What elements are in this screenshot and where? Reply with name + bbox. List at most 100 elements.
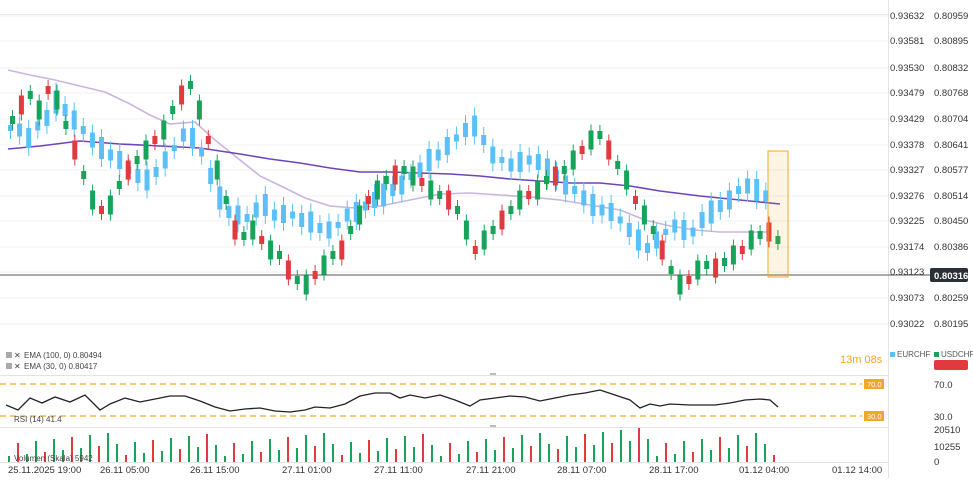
usdchf-candle bbox=[775, 236, 781, 244]
usdchf-candle bbox=[10, 116, 15, 124]
volume-bar bbox=[17, 443, 19, 462]
volume-bar bbox=[44, 452, 46, 462]
usdchf-candle bbox=[321, 255, 327, 275]
left-price-label: 0.93530 bbox=[890, 63, 924, 74]
usdchf-candle bbox=[757, 231, 763, 239]
usdchf-candle bbox=[686, 276, 692, 284]
volume-bar bbox=[629, 441, 631, 462]
eurchf-candle bbox=[654, 231, 660, 249]
eurchf-candle bbox=[417, 162, 423, 178]
ema100-settings-icon[interactable] bbox=[6, 352, 12, 358]
eurchf-candle bbox=[535, 154, 541, 170]
volume-bar bbox=[224, 456, 226, 462]
eurchf-candle bbox=[326, 221, 332, 239]
left-price-label: 0.93225 bbox=[890, 216, 924, 227]
volume-bar bbox=[197, 447, 199, 462]
eurchf-candle bbox=[35, 121, 41, 131]
eurchf-candle bbox=[499, 157, 505, 163]
volume-bar bbox=[161, 451, 163, 462]
close-icon[interactable]: ✕ bbox=[14, 351, 21, 360]
eurchf-candle bbox=[262, 194, 268, 216]
price-gridlines bbox=[0, 15, 888, 325]
svg-text:0: 0 bbox=[934, 457, 939, 468]
right-price-label: 0.80450 bbox=[934, 216, 968, 227]
usdchf-candle bbox=[641, 205, 647, 225]
right-price-label: 0.80514 bbox=[934, 191, 968, 202]
eurchf-candle bbox=[736, 186, 741, 194]
eurchf-candle bbox=[335, 222, 341, 228]
volume-bar bbox=[584, 434, 586, 462]
volume-bar bbox=[125, 455, 127, 462]
usdchf-candle bbox=[552, 166, 558, 186]
usdchf-candle bbox=[99, 206, 104, 214]
usdchf-candle bbox=[419, 178, 425, 186]
eurchf-candle bbox=[508, 158, 514, 172]
eurchf-candle bbox=[344, 208, 350, 222]
close-icon[interactable]: ✕ bbox=[14, 362, 21, 371]
right-price-label: 0.80959 bbox=[934, 11, 968, 22]
usdchf-candle bbox=[392, 165, 398, 185]
usdchf-candle bbox=[588, 130, 594, 150]
eurchf-candle bbox=[754, 179, 760, 201]
eurchf-candle bbox=[353, 202, 359, 222]
right-price-label: 0.80577 bbox=[934, 165, 968, 176]
volume-axis: 20510 10255 0 bbox=[934, 425, 960, 468]
volume-bar bbox=[566, 436, 568, 462]
eurchf-candle bbox=[180, 128, 186, 142]
volume-bar bbox=[89, 435, 91, 462]
volume-bar bbox=[467, 441, 469, 462]
eurchf-candle bbox=[435, 149, 441, 161]
svg-text:01.12 14:00: 01.12 14:00 bbox=[832, 465, 882, 476]
eurchf-candle bbox=[372, 192, 377, 208]
right-price-label: 0.80259 bbox=[934, 293, 968, 304]
usdchf-candle bbox=[107, 195, 113, 215]
eurchf-candle bbox=[590, 194, 596, 216]
eurchf-candle bbox=[645, 243, 650, 253]
volume-bar bbox=[314, 446, 316, 462]
rsi-pane: 70.0 30.0 70.0 30.0 RSI (14) 41.4 bbox=[0, 379, 953, 424]
eurchf-candle bbox=[426, 149, 432, 171]
svg-text:27.11 21:00: 27.11 21:00 bbox=[466, 465, 515, 476]
rsi-line bbox=[5, 389, 779, 413]
usdchf-candle bbox=[152, 136, 158, 144]
pane-resize-handle[interactable] bbox=[490, 425, 496, 427]
usdchf-candle bbox=[561, 166, 567, 174]
volume-bar bbox=[539, 433, 541, 462]
eurchf-candle bbox=[17, 123, 23, 137]
volume-bar bbox=[80, 448, 82, 462]
usdchf-candle bbox=[72, 140, 78, 160]
svg-text:26.11 15:00: 26.11 15:00 bbox=[190, 465, 239, 476]
usdchf-candle bbox=[526, 191, 532, 199]
usdchf-candle bbox=[330, 251, 336, 259]
eurchf-candle bbox=[726, 190, 732, 210]
usdchf-candle bbox=[312, 271, 318, 279]
usdchf-candle bbox=[472, 246, 478, 254]
pane-resize-handle[interactable] bbox=[490, 373, 496, 375]
volume-bar bbox=[116, 444, 118, 462]
volume-bar bbox=[548, 444, 550, 462]
volume-bar bbox=[476, 452, 478, 462]
left-price-label: 0.93378 bbox=[890, 140, 924, 151]
eurchf-candle bbox=[71, 110, 77, 130]
eurchf-candle bbox=[572, 186, 578, 194]
volume-bar bbox=[350, 442, 352, 462]
series-legend: EURCHF USDCHF bbox=[890, 350, 973, 370]
volume-bar bbox=[8, 456, 10, 462]
eurchf-candle bbox=[663, 229, 669, 235]
volume-bar bbox=[332, 444, 334, 462]
svg-text:0.80316: 0.80316 bbox=[934, 271, 968, 282]
right-price-label: 0.80386 bbox=[934, 242, 968, 253]
usdchf-price-badge bbox=[934, 360, 968, 370]
eurchf-candle bbox=[99, 137, 104, 159]
volume-bar bbox=[287, 437, 289, 462]
eurchf-candle bbox=[80, 126, 86, 134]
usdchf-candle bbox=[481, 230, 487, 250]
volume-bar bbox=[701, 439, 703, 462]
ema30-settings-icon[interactable] bbox=[6, 363, 12, 369]
eurchf-candle bbox=[208, 168, 214, 184]
volume-bar bbox=[233, 443, 235, 462]
volume-bar bbox=[269, 439, 271, 462]
usdchf-candle bbox=[544, 176, 549, 184]
left-price-label: 0.93632 bbox=[890, 11, 924, 22]
